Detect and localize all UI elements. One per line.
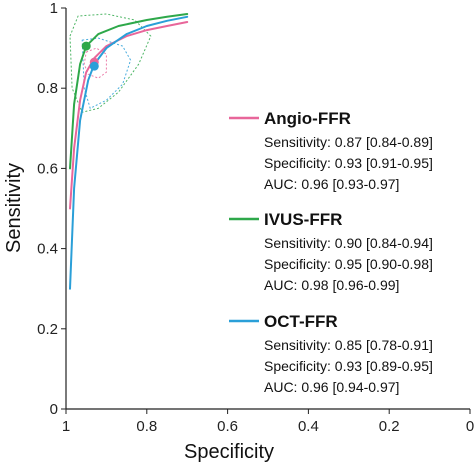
legend-stat-line: Sensitivity: 0.85 [0.78-0.91] xyxy=(264,337,433,353)
summary-roc-curves xyxy=(69,13,189,290)
confidence-region-angio-ffr xyxy=(83,47,107,79)
x-tick-label: 0.2 xyxy=(379,418,400,435)
summary-point-ivus-ffr xyxy=(81,41,91,51)
y-tick-label: 0.2 xyxy=(37,321,58,338)
legend-entry-oct-ffr: OCT-FFR Sensitivity: 0.85 [0.78-0.91] Spec… xyxy=(229,312,433,395)
legend-series-name: Angio-FFR xyxy=(264,109,351,128)
sroc-curve-angio-ffr xyxy=(69,21,189,210)
summary-points xyxy=(81,41,99,71)
legend-stat-line: AUC: 0.96 [0.93-0.97] xyxy=(264,176,399,192)
y-axis-title: Sensitivity xyxy=(3,163,25,253)
legend-stat-line: AUC: 0.98 [0.96-0.99] xyxy=(264,277,399,293)
x-tick-label: 0.6 xyxy=(217,418,238,435)
legend-stat-line: Specificity: 0.93 [0.91-0.95] xyxy=(264,155,433,171)
legend: Angio-FFR Sensitivity: 0.87 [0.84-0.89] Sp… xyxy=(229,109,433,395)
y-tick-label: 0.8 xyxy=(37,80,58,97)
legend-series-name: OCT-FFR xyxy=(264,312,338,331)
legend-series-name: IVUS-FFR xyxy=(264,210,342,229)
x-axis-title: Specificity xyxy=(184,441,274,463)
y-tick-label: 1 xyxy=(50,0,58,17)
y-tick-label: 0.6 xyxy=(37,160,58,177)
legend-stat-line: Sensitivity: 0.90 [0.84-0.94] xyxy=(264,235,433,251)
y-tick-label: 0.4 xyxy=(37,241,58,258)
legend-stat-line: Specificity: 0.95 [0.90-0.98] xyxy=(264,256,433,272)
confidence-region-oct-ffr xyxy=(81,37,132,109)
x-tick-label: 1 xyxy=(62,418,70,435)
axes: 0 0.2 0.4 0.6 0.8 1 1 0.8 0.6 0.4 0.2 0 xyxy=(37,0,474,435)
sroc-curve-ivus-ffr xyxy=(69,13,189,170)
y-tick-label: 0 xyxy=(50,401,58,418)
legend-stat-line: Sensitivity: 0.87 [0.84-0.89] xyxy=(264,134,433,150)
x-tick-label: 0 xyxy=(466,418,474,435)
legend-entry-angio-ffr: Angio-FFR Sensitivity: 0.87 [0.84-0.89] Sp… xyxy=(229,109,433,192)
x-tick-label: 0.4 xyxy=(298,418,319,435)
x-tick-label: 0.8 xyxy=(136,418,157,435)
legend-stat-line: Specificity: 0.93 [0.89-0.95] xyxy=(264,358,433,374)
summary-point-oct-ffr xyxy=(89,61,99,71)
legend-stat-line: AUC: 0.96 [0.94-0.97] xyxy=(264,379,399,395)
legend-entry-ivus-ffr: IVUS-FFR Sensitivity: 0.90 [0.84-0.94] Spe… xyxy=(229,210,433,293)
sroc-curve-oct-ffr xyxy=(69,15,189,290)
